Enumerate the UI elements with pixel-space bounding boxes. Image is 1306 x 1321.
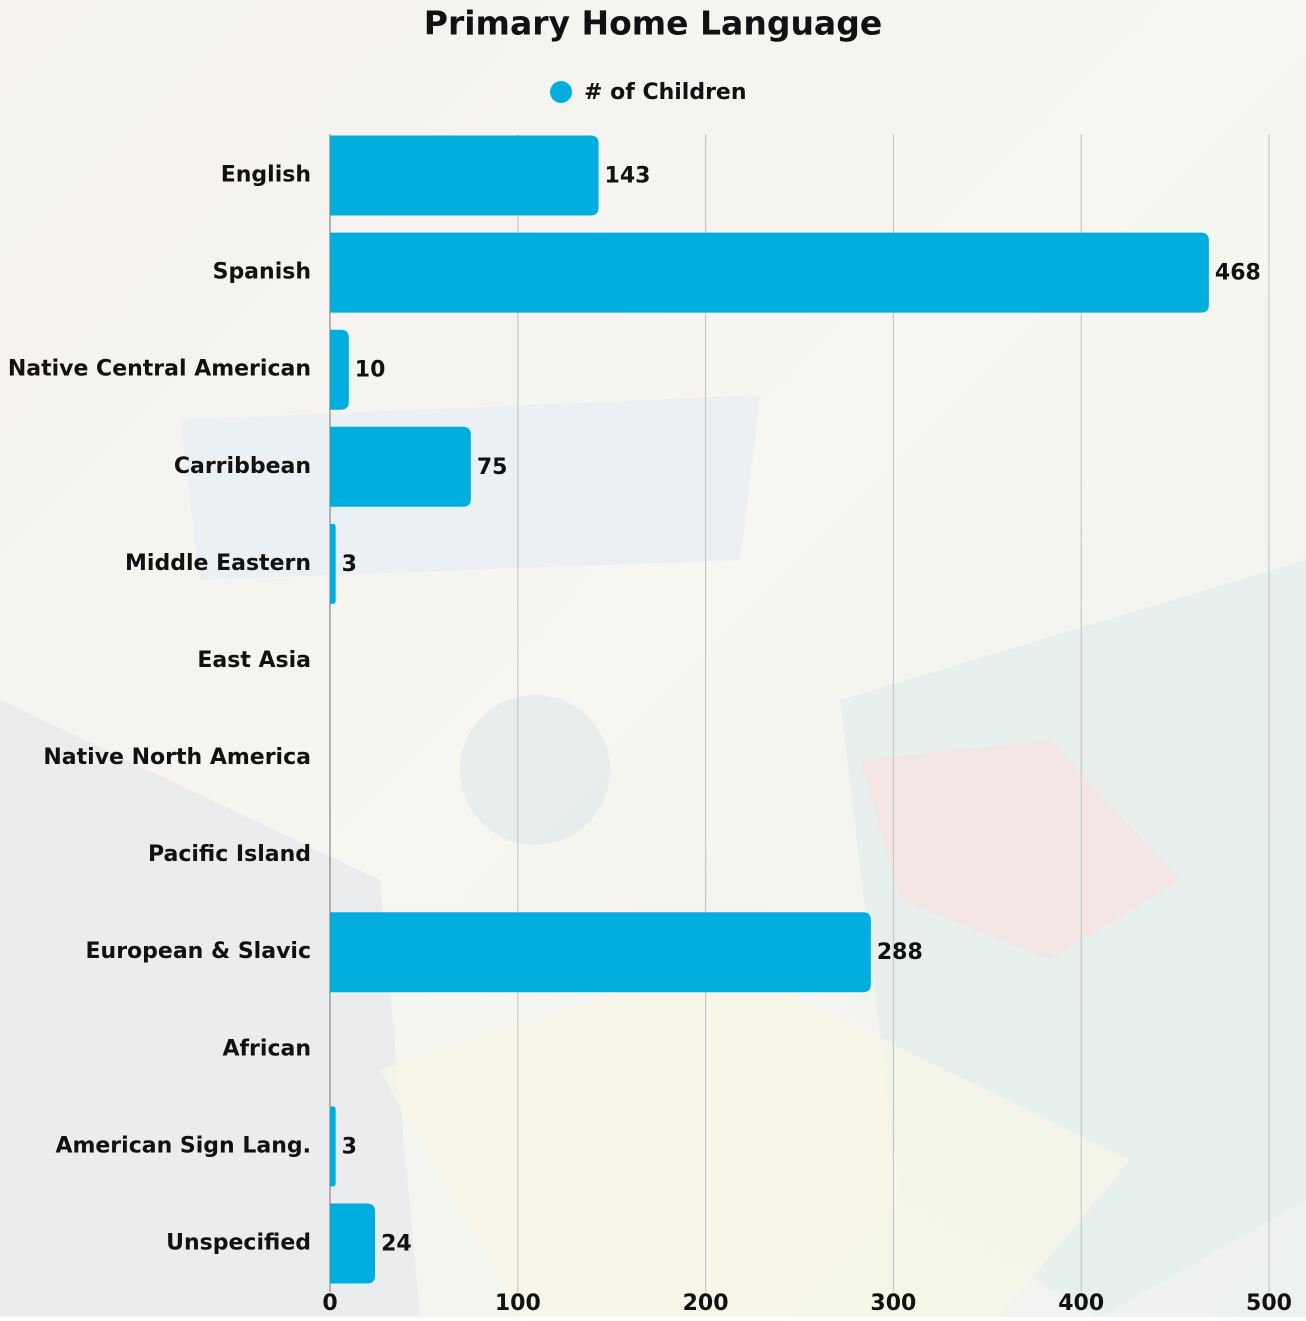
bar [330,330,349,410]
value-label: 24 [381,1231,412,1256]
y-tick-label: Pacific Island [148,842,311,867]
value-label: 143 [605,164,651,189]
x-tick-label: 400 [1058,1291,1104,1316]
value-label: 288 [877,940,923,965]
value-label: 10 [355,358,386,383]
bar [330,136,599,216]
bar [330,912,871,992]
value-label: 468 [1215,261,1261,286]
y-tick-label: Unspecified [166,1230,311,1255]
legend-marker [550,81,572,103]
y-tick-label: Middle Eastern [125,551,311,576]
value-label: 75 [477,455,508,480]
x-tick-label: 500 [1246,1291,1292,1316]
bar [330,524,336,604]
y-tick-label: Native North America [43,745,311,770]
chart: Primary Home Language 0 100 200 300 400 500 # … [0,0,1306,1317]
x-tick-label: 300 [870,1291,916,1316]
background-shape [460,695,610,845]
y-tick-label: Spanish [213,260,311,285]
bar [330,1203,375,1283]
y-tick-label: European & Slavic [86,939,312,964]
y-tick-label: English [221,163,311,188]
y-tick-label: American Sign Lang. [55,1133,311,1158]
value-label: 3 [342,1134,357,1159]
bar [330,427,471,507]
y-tick-label: East Asia [197,648,311,673]
bar [330,1106,336,1186]
y-tick-label: Native Central American [8,357,311,382]
x-tick-label: 0 [322,1291,337,1316]
x-tick-label: 100 [495,1291,541,1316]
bar [330,233,1209,313]
value-label: 3 [342,552,357,577]
x-tick-label: 200 [683,1291,729,1316]
y-tick-label: African [222,1036,311,1061]
chart-title: Primary Home Language [424,4,882,43]
y-tick-label: Carribbean [174,454,311,479]
legend-label: # of Children [584,80,747,105]
